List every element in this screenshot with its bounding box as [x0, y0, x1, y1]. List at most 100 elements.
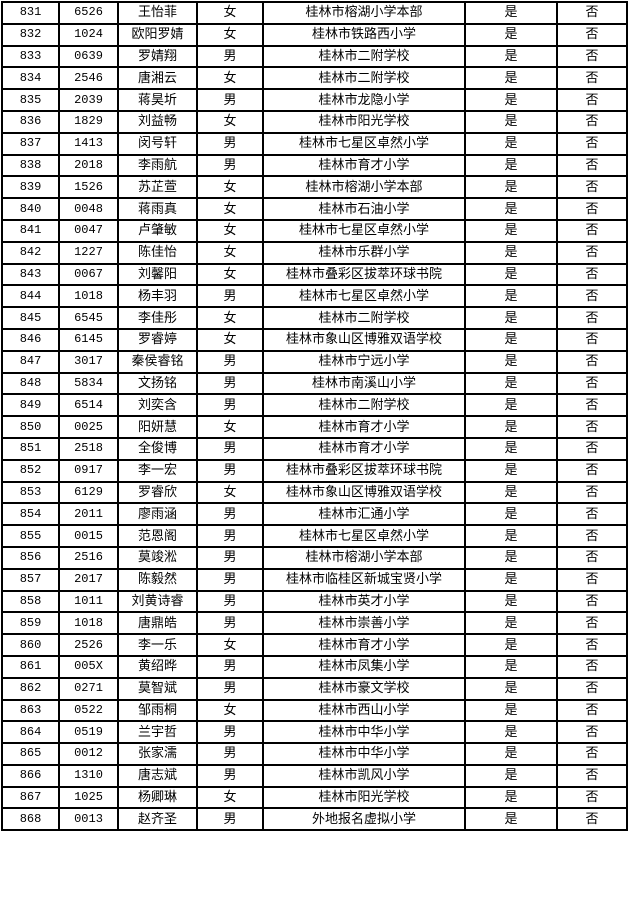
- student-name-cell: 陈佳怡: [117, 240, 198, 265]
- table-row: 842 1227 陈佳怡女桂林市乐群小学是否: [1, 240, 628, 265]
- status-yes-cell: 是: [464, 66, 558, 91]
- gender-cell: 女: [196, 175, 264, 200]
- student-name-cell: 文扬铭: [117, 371, 198, 396]
- status-yes-cell: 是: [464, 44, 558, 69]
- student-name-cell: 范恩阁: [117, 524, 198, 548]
- gender-cell: 女: [196, 197, 264, 221]
- status-no-cell: 否: [556, 458, 628, 483]
- status-yes-cell: 是: [464, 524, 558, 548]
- status-yes-cell: 是: [464, 698, 558, 723]
- school-cell: 桂林市叠彩区拔萃环球书院: [262, 262, 466, 287]
- status-no-cell: 否: [556, 44, 628, 69]
- student-list-table: 831 6526 王怡菲女桂林市榕湖小学本部是否 832 1024 欧阳罗婧女桂林市铁路西…: [1, 1, 628, 832]
- gender-cell: 男: [196, 393, 264, 418]
- id-suffix-cell: 0013: [58, 807, 119, 832]
- status-no-cell: 否: [556, 327, 628, 352]
- student-name-cell: 刘馨阳: [117, 262, 198, 287]
- gender-cell: 女: [196, 109, 264, 134]
- row-number-cell: 857: [1, 567, 60, 592]
- status-no-cell: 否: [556, 502, 628, 527]
- status-yes-cell: 是: [464, 567, 558, 592]
- id-suffix-cell: 0012: [58, 742, 119, 766]
- school-cell: 桂林市凤集小学: [262, 654, 466, 679]
- table-row: 836 1829 刘益畅女桂林市阳光学校是否: [1, 109, 628, 134]
- status-yes-cell: 是: [464, 763, 558, 788]
- status-yes-cell: 是: [464, 218, 558, 243]
- table-row: 865 0012 张家濡男桂林市中华小学是否: [1, 742, 628, 766]
- status-no-cell: 否: [556, 88, 628, 112]
- row-number-cell: 839: [1, 175, 60, 200]
- status-yes-cell: 是: [464, 676, 558, 701]
- table-row: 833 0639 罗婧翔男桂林市二附学校是否: [1, 44, 628, 69]
- status-yes-cell: 是: [464, 458, 558, 483]
- school-cell: 桂林市铁路西小学: [262, 22, 466, 47]
- status-no-cell: 否: [556, 175, 628, 200]
- status-yes-cell: 是: [464, 654, 558, 679]
- row-number-cell: 833: [1, 44, 60, 69]
- table-row: 853 6129 罗睿欣女桂林市象山区博雅双语学校是否: [1, 480, 628, 505]
- status-no-cell: 否: [556, 109, 628, 134]
- student-name-cell: 李一乐: [117, 633, 198, 657]
- gender-cell: 男: [196, 436, 264, 461]
- id-suffix-cell: 1526: [58, 175, 119, 200]
- gender-cell: 女: [196, 327, 264, 352]
- status-no-cell: 否: [556, 567, 628, 592]
- status-no-cell: 否: [556, 1, 628, 25]
- status-no-cell: 否: [556, 371, 628, 396]
- student-name-cell: 王怡菲: [117, 1, 198, 25]
- row-number-cell: 837: [1, 131, 60, 156]
- status-no-cell: 否: [556, 742, 628, 766]
- row-number-cell: 831: [1, 1, 60, 25]
- id-suffix-cell: 1310: [58, 763, 119, 788]
- id-suffix-cell: 1413: [58, 131, 119, 156]
- row-number-cell: 858: [1, 589, 60, 614]
- table-row: 843 0067 刘馨阳女桂林市叠彩区拔萃环球书院是否: [1, 262, 628, 287]
- gender-cell: 男: [196, 807, 264, 832]
- row-number-cell: 835: [1, 88, 60, 112]
- row-number-cell: 850: [1, 415, 60, 439]
- status-no-cell: 否: [556, 785, 628, 810]
- table-row: 840 0048 蒋雨真女桂林市石油小学是否: [1, 197, 628, 221]
- school-cell: 桂林市育才小学: [262, 436, 466, 461]
- table-row: 863 0522 邹雨桐女桂林市西山小学是否: [1, 698, 628, 723]
- school-cell: 桂林市育才小学: [262, 633, 466, 657]
- status-no-cell: 否: [556, 654, 628, 679]
- gender-cell: 男: [196, 524, 264, 548]
- gender-cell: 男: [196, 720, 264, 745]
- gender-cell: 男: [196, 742, 264, 766]
- table-row: 846 6145 罗睿婷女桂林市象山区博雅双语学校是否: [1, 327, 628, 352]
- table-row: 855 0015 范恩阁男桂林市七星区卓然小学是否: [1, 524, 628, 548]
- id-suffix-cell: 0271: [58, 676, 119, 701]
- gender-cell: 女: [196, 480, 264, 505]
- school-cell: 桂林市乐群小学: [262, 240, 466, 265]
- status-yes-cell: 是: [464, 1, 558, 25]
- school-cell: 桂林市龙隐小学: [262, 88, 466, 112]
- gender-cell: 男: [196, 44, 264, 69]
- status-yes-cell: 是: [464, 88, 558, 112]
- row-number-cell: 861: [1, 654, 60, 679]
- row-number-cell: 856: [1, 545, 60, 570]
- student-name-cell: 黄绍晔: [117, 654, 198, 679]
- student-name-cell: 罗睿欣: [117, 480, 198, 505]
- status-no-cell: 否: [556, 240, 628, 265]
- status-no-cell: 否: [556, 698, 628, 723]
- table-row: 848 5834 文扬铭男桂林市南溪山小学是否: [1, 371, 628, 396]
- student-name-cell: 杨丰羽: [117, 284, 198, 309]
- id-suffix-cell: 0639: [58, 44, 119, 69]
- status-no-cell: 否: [556, 676, 628, 701]
- status-no-cell: 否: [556, 306, 628, 330]
- gender-cell: 男: [196, 545, 264, 570]
- school-cell: 桂林市英才小学: [262, 589, 466, 614]
- student-name-cell: 莫智斌: [117, 676, 198, 701]
- status-yes-cell: 是: [464, 306, 558, 330]
- status-no-cell: 否: [556, 153, 628, 178]
- row-number-cell: 842: [1, 240, 60, 265]
- table-row: 862 0271 莫智斌男桂林市豪文学校是否: [1, 676, 628, 701]
- table-row: 858 1011 刘黄诗睿男桂林市英才小学是否: [1, 589, 628, 614]
- id-suffix-cell: 1025: [58, 785, 119, 810]
- school-cell: 桂林市二附学校: [262, 306, 466, 330]
- student-name-cell: 闵号轩: [117, 131, 198, 156]
- school-cell: 桂林市象山区博雅双语学校: [262, 480, 466, 505]
- gender-cell: 女: [196, 633, 264, 657]
- id-suffix-cell: 0522: [58, 698, 119, 723]
